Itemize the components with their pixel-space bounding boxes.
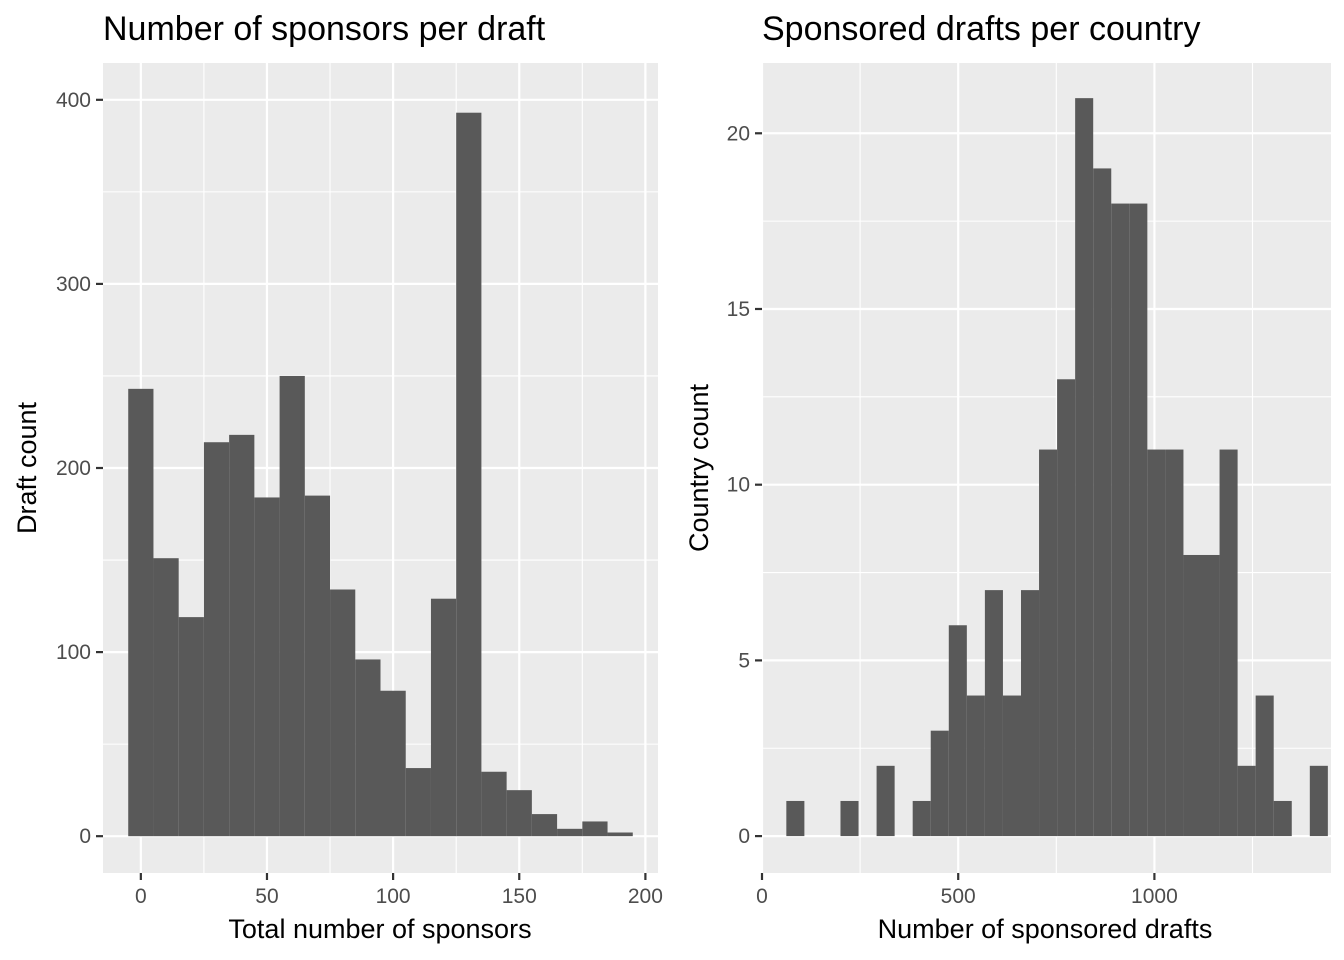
histogram-bar [1255, 695, 1274, 837]
histogram-bar [456, 112, 482, 837]
histogram-bar [481, 771, 507, 837]
histogram-bar [254, 497, 280, 837]
y-axis-title: Draft count [12, 401, 42, 534]
chart-drafts-per-country: Sponsored drafts per country 0 500 1000 0 5… [684, 10, 1331, 944]
histogram-bar [876, 765, 895, 837]
histogram-bar [178, 617, 204, 837]
x-tick-label: 150 [502, 885, 537, 908]
x-axis: 0 500 1000 [756, 873, 1178, 908]
histogram-bar [304, 495, 331, 837]
histogram-bar [355, 659, 381, 837]
histogram-bar [1075, 98, 1094, 837]
x-tick-label: 500 [941, 885, 976, 908]
histogram-bar [582, 821, 608, 837]
histogram-bars [128, 112, 633, 837]
histogram-bar [786, 800, 805, 837]
histogram-bar [1273, 800, 1292, 837]
histogram-bar [912, 800, 931, 837]
x-tick-label: 100 [376, 885, 411, 908]
histogram-bar [203, 442, 230, 837]
histogram-bar [279, 375, 305, 837]
y-tick-label: 100 [56, 641, 91, 664]
histogram-bar [1002, 695, 1021, 837]
histogram-bar [1111, 203, 1130, 837]
chart-title: Number of sponsors per draft [103, 10, 546, 48]
y-tick-label: 20 [727, 122, 750, 145]
x-tick-label: 1000 [1131, 885, 1178, 908]
x-axis-title: Number of sponsored drafts [878, 914, 1213, 944]
y-tick-label: 5 [738, 649, 750, 672]
histogram-bar [1020, 590, 1040, 837]
histogram-bar [1183, 554, 1202, 837]
histogram-bar [1219, 449, 1238, 837]
x-tick-label: 0 [135, 885, 147, 908]
histogram-bar [607, 832, 633, 837]
y-tick-label: 400 [56, 89, 91, 112]
histogram-bar [506, 790, 532, 837]
histogram-bars [786, 98, 1328, 837]
x-tick-label: 200 [628, 885, 663, 908]
histogram-bar [330, 589, 356, 837]
y-axis: 0 5 10 15 20 [727, 122, 762, 848]
histogram-bar [229, 434, 255, 837]
x-tick-label: 0 [756, 885, 768, 908]
histogram-bar [984, 590, 1003, 837]
histogram-bar [1309, 765, 1328, 837]
histogram-bar [1129, 203, 1148, 837]
histogram-bar [380, 690, 406, 837]
y-tick-label: 15 [727, 298, 750, 321]
y-tick-label: 0 [79, 825, 91, 848]
histogram-bar [128, 388, 154, 837]
histogram-bar [1165, 449, 1184, 837]
histogram-bar [966, 695, 985, 837]
y-axis: 0 100 200 300 400 [56, 89, 103, 848]
histogram-bar [153, 558, 179, 837]
histogram-bar [1057, 379, 1076, 837]
histogram-bar [1147, 449, 1166, 837]
histogram-bar [557, 828, 583, 837]
y-tick-label: 200 [56, 457, 91, 480]
histogram-bar [1093, 168, 1112, 837]
x-tick-label: 50 [255, 885, 278, 908]
y-axis-title: Country count [684, 383, 714, 552]
histogram-bar [930, 730, 949, 837]
histogram-bar [1039, 449, 1058, 837]
chart-title: Sponsored drafts per country [762, 10, 1200, 48]
x-axis-title: Total number of sponsors [228, 914, 531, 944]
chart-sponsors-per-draft: Number of sponsors per draft 0 50 100 150 20… [12, 10, 663, 944]
y-tick-label: 300 [56, 273, 91, 296]
histogram-bar [1201, 554, 1220, 837]
histogram-bar [948, 625, 967, 837]
histogram-bar [405, 768, 431, 837]
histogram-bar [430, 598, 457, 837]
y-tick-label: 0 [738, 825, 750, 848]
histogram-bar [1237, 765, 1256, 837]
histogram-bar [531, 814, 558, 837]
x-axis: 0 50 100 150 200 [135, 873, 663, 908]
y-tick-label: 10 [727, 474, 750, 497]
histogram-bar [840, 800, 859, 837]
